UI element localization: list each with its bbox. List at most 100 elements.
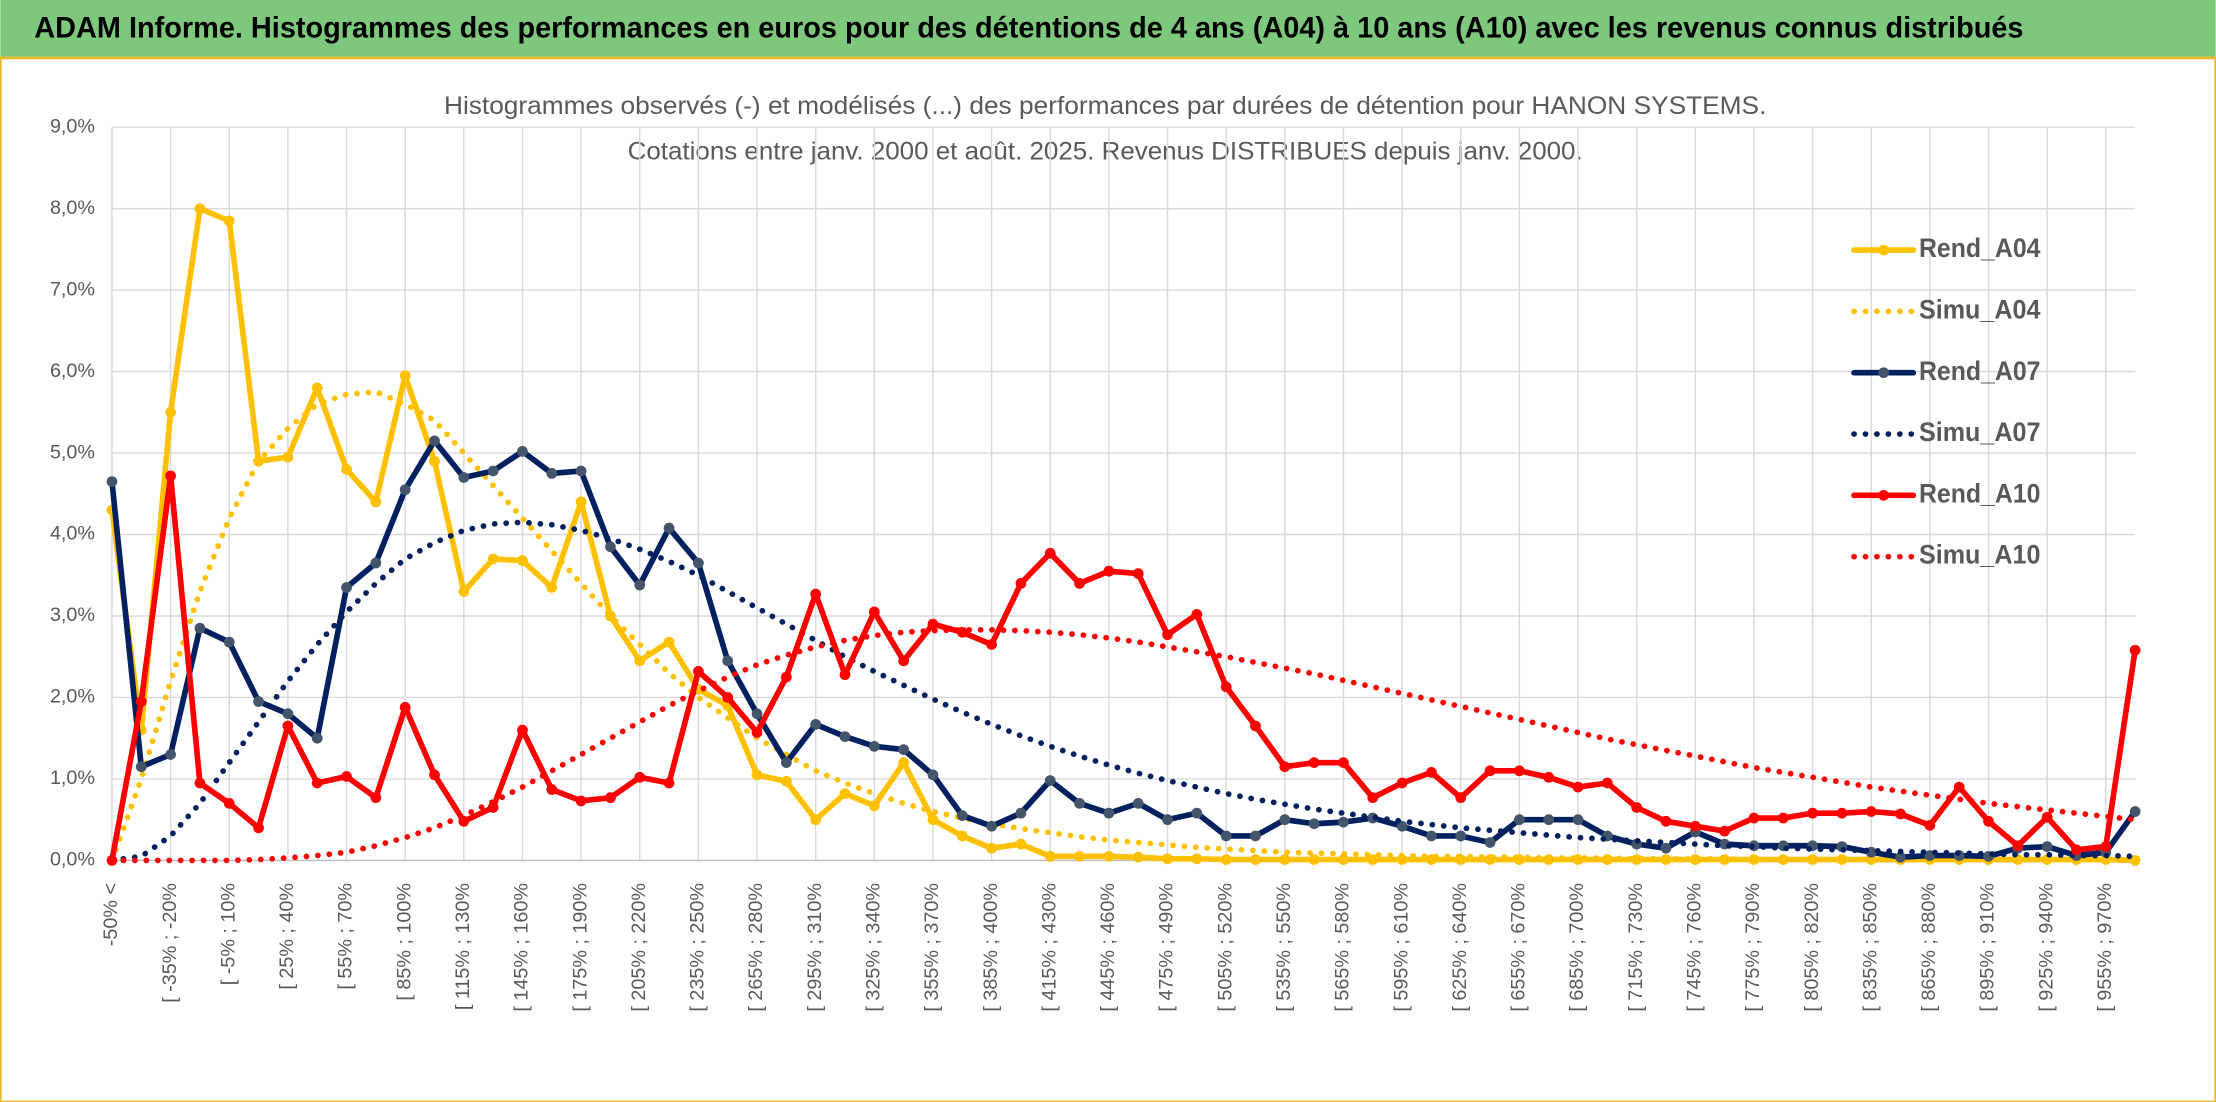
- x-tick-label: [ 175% ; 190%: [569, 883, 591, 1012]
- point: [605, 792, 616, 804]
- point: [282, 451, 294, 463]
- point: [780, 671, 792, 683]
- point: [1367, 792, 1379, 804]
- point: [1338, 816, 1349, 828]
- y-tick-label: 5,0%: [50, 441, 95, 463]
- point: [194, 777, 206, 789]
- point: [1250, 720, 1261, 732]
- x-tick-label: [ 205% ; 220%: [628, 883, 650, 1012]
- point: [1777, 854, 1789, 865]
- point: [927, 618, 939, 630]
- y-tick-label: 2,0%: [50, 686, 95, 708]
- point: [1484, 765, 1496, 777]
- point: [663, 636, 675, 648]
- point: [165, 406, 176, 418]
- point: [2100, 841, 2112, 852]
- point: [927, 769, 939, 781]
- point: [1132, 851, 1144, 863]
- header-band: [0, 0, 2216, 58]
- point: [1074, 850, 1085, 862]
- header-title: ADAM Informe. Histogrammes des performan…: [34, 11, 2023, 44]
- point: [1631, 854, 1643, 865]
- point: [458, 586, 470, 597]
- point: [693, 557, 704, 569]
- chart-title: Histogrammes observés (-) et modélisés (…: [444, 92, 1766, 120]
- y-tick-label: 9,0%: [50, 115, 95, 137]
- point: [2129, 644, 2141, 656]
- point: [253, 822, 264, 834]
- point: [839, 731, 851, 742]
- point: [1543, 771, 1555, 783]
- point: [810, 718, 822, 730]
- legend-marker: [1878, 367, 1890, 379]
- point: [1865, 806, 1877, 817]
- point: [1455, 792, 1467, 804]
- point: [898, 744, 910, 755]
- point: [1191, 807, 1203, 819]
- x-tick-label: [ 565% ; 580%: [1332, 883, 1354, 1012]
- point: [1132, 798, 1144, 809]
- y-tick-label: 3,0%: [50, 604, 95, 626]
- point: [1220, 681, 1232, 693]
- point: [223, 798, 235, 809]
- point: [663, 522, 675, 534]
- x-tick-label: [ 55% ; 70%: [335, 883, 357, 990]
- point: [1426, 830, 1437, 842]
- point: [1279, 854, 1291, 865]
- point: [1162, 814, 1173, 826]
- point: [693, 666, 704, 677]
- point: [1044, 775, 1056, 786]
- point: [1044, 850, 1056, 862]
- point: [1660, 815, 1672, 827]
- point: [1601, 777, 1613, 789]
- x-tick-label: [ 475% ; 490%: [1156, 883, 1178, 1012]
- point: [399, 701, 411, 713]
- point: [751, 769, 763, 781]
- point: [1132, 568, 1144, 579]
- point: [311, 777, 323, 789]
- point: [1777, 812, 1789, 824]
- point: [429, 455, 440, 467]
- legend-label: Simu_A10: [1919, 540, 2041, 570]
- point: [135, 696, 147, 707]
- point: [1338, 854, 1349, 865]
- point: [1162, 629, 1173, 641]
- point: [1015, 838, 1027, 850]
- x-tick-label: [ 505% ; 520%: [1214, 883, 1236, 1012]
- point: [135, 761, 147, 773]
- point: [575, 795, 587, 807]
- x-tick-label: [ 325% ; 340%: [863, 883, 885, 1012]
- point: [868, 800, 880, 812]
- point: [370, 557, 382, 569]
- point: [282, 708, 294, 720]
- point: [1543, 814, 1555, 826]
- x-tick-label: [ 265% ; 280%: [745, 883, 767, 1012]
- legend-marker: [1878, 489, 1890, 501]
- point: [194, 622, 206, 634]
- point: [311, 382, 323, 394]
- point: [282, 720, 294, 732]
- point: [1514, 814, 1525, 826]
- chart-subtitle: Cotations entre janv. 2000 et août. 2025…: [628, 137, 1583, 165]
- point: [986, 842, 997, 854]
- point: [986, 820, 997, 832]
- point: [898, 757, 910, 769]
- point: [1748, 812, 1760, 824]
- x-tick-label: [ 385% ; 400%: [980, 883, 1002, 1012]
- point: [517, 555, 528, 566]
- point: [1660, 842, 1672, 854]
- x-tick-label: [ 895% ; 910%: [1977, 883, 1999, 1012]
- x-tick-label: -50% <: [100, 883, 122, 946]
- point: [1836, 854, 1848, 865]
- point: [780, 757, 792, 769]
- point: [810, 588, 822, 600]
- point: [1308, 818, 1320, 830]
- point: [106, 476, 118, 487]
- point: [517, 446, 528, 457]
- x-tick-label: [ 775% ; 790%: [1742, 883, 1764, 1012]
- y-tick-label: 0,0%: [50, 849, 95, 871]
- point: [1015, 807, 1027, 819]
- point: [927, 814, 939, 826]
- point: [1455, 830, 1467, 842]
- point: [341, 463, 352, 475]
